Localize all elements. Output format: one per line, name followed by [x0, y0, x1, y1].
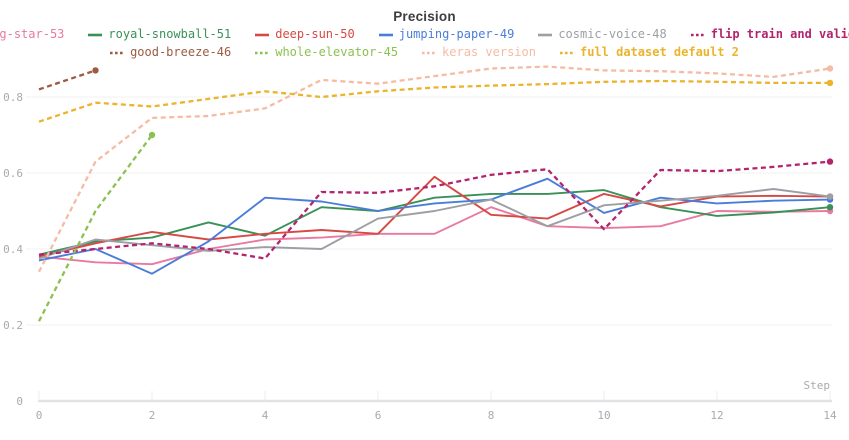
- series-line-full-dataset-default-2[interactable]: [38, 79, 830, 123]
- y-tick-label: 0.6: [3, 167, 23, 180]
- legend-item-label: whole-elevator-45: [275, 45, 399, 59]
- legend-item-spring-star-53[interactable]: spring-star-53: [0, 27, 64, 42]
- solid-line-marker-icon: [88, 33, 103, 36]
- legend-item-label: good-breeze-46: [130, 45, 232, 59]
- series-line-flip-train-and-valid-sample[interactable]: [38, 160, 831, 260]
- x-tick-label: 14: [823, 409, 837, 422]
- series-line-cosmic-voice-48[interactable]: [38, 188, 831, 260]
- legend-item-whole-elevator-45[interactable]: whole-elevator-45: [255, 45, 398, 60]
- x-tick-label: 12: [710, 409, 723, 422]
- legend-item-full-dataset-default-2[interactable]: full dataset default 2: [559, 45, 739, 60]
- dashed-line-marker-icon: [422, 51, 437, 54]
- legend-item-jumping-paper-49[interactable]: jumping-paper-49: [378, 27, 515, 42]
- legend-item-good-breeze-46[interactable]: good-breeze-46: [110, 45, 231, 60]
- solid-line-marker-icon: [378, 33, 393, 36]
- legend-item-label: deep-sun-50: [275, 27, 355, 41]
- solid-line-marker-icon: [255, 33, 270, 36]
- y-tick-label: 0.4: [3, 243, 23, 256]
- legend-item-label: flip train and valid sample: [710, 27, 849, 41]
- legend-item-cosmic-voice-48[interactable]: cosmic-voice-48: [538, 27, 667, 42]
- y-tick-label: 0.8: [3, 91, 23, 104]
- series-endpoint-dot-flip-train-and-valid-sample: [826, 158, 834, 165]
- legend-item-label: keras version: [442, 45, 536, 59]
- series-line-deep-sun-50[interactable]: [38, 175, 831, 258]
- legend-item-label: jumping-paper-49: [398, 27, 515, 41]
- x-tick-label: 6: [375, 409, 382, 422]
- chart-header: Precision spring-star-53 royal-snowball-5…: [0, 0, 849, 60]
- legend-item-keras-version[interactable]: keras version: [422, 45, 536, 60]
- dashed-line-marker-icon: [255, 51, 270, 54]
- series-line-jumping-paper-49[interactable]: [38, 177, 831, 275]
- legend-item-label: royal-snowball-51: [108, 27, 232, 41]
- series-endpoint-dot-whole-elevator-45: [148, 131, 156, 139]
- series-line-spring-star-53[interactable]: [38, 206, 831, 266]
- legend-item-label: full dataset default 2: [579, 45, 739, 59]
- x-tick-label: 2: [149, 409, 156, 422]
- y-tick-label: 0.2: [3, 319, 23, 332]
- series-endpoint-dot-full-dataset-default-2: [826, 79, 834, 87]
- x-tick-label: 0: [36, 409, 43, 422]
- legend-item-royal-snowball-51[interactable]: royal-snowball-51: [88, 27, 231, 42]
- series-endpoint-dot-keras-version: [826, 65, 834, 72]
- series-line-keras-version[interactable]: [37, 65, 831, 273]
- x-tick-label: 8: [488, 409, 495, 422]
- legend-row: spring-star-53 royal-snowball-51 deep-sun-…: [0, 27, 849, 42]
- series-line-good-breeze-46[interactable]: [38, 69, 96, 91]
- series-line-whole-elevator-45[interactable]: [37, 134, 153, 322]
- series-endpoint-dot-cosmic-voice-48: [826, 193, 834, 200]
- dashed-line-marker-icon: [110, 51, 125, 54]
- legend-item-label: cosmic-voice-48: [558, 27, 667, 41]
- chart-legend: spring-star-53 royal-snowball-51 deep-sun-…: [0, 27, 849, 60]
- legend-item-label: spring-star-53: [0, 27, 65, 41]
- chart-title: Precision: [393, 9, 456, 24]
- x-tick-label: 4: [262, 409, 269, 422]
- legend-item-flip-train-and-valid-sample[interactable]: flip train and valid sample: [690, 27, 849, 42]
- x-tick-label: 10: [597, 409, 610, 422]
- dashed-line-marker-icon: [690, 33, 705, 36]
- y-tick-label: 0: [16, 395, 23, 408]
- legend-row: good-breeze-46 whole-elevator-45 keras ver…: [0, 45, 849, 60]
- series-line-royal-snowball-51[interactable]: [38, 189, 831, 256]
- series-endpoint-dot-royal-snowball-51: [826, 204, 834, 211]
- series-endpoint-dot-good-breeze-46: [92, 67, 99, 74]
- legend-item-deep-sun-50[interactable]: deep-sun-50: [255, 27, 355, 42]
- dashed-line-marker-icon: [559, 51, 574, 54]
- solid-line-marker-icon: [538, 33, 553, 36]
- x-axis-label: Step: [804, 379, 831, 392]
